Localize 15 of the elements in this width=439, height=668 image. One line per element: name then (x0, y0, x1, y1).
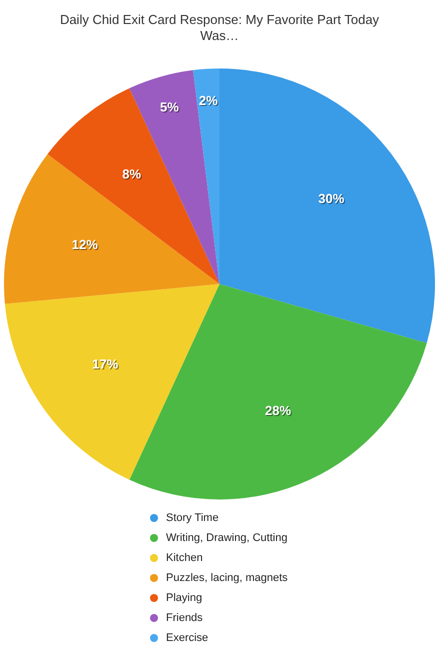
data-label: 28% (265, 402, 292, 418)
legend-label: Story Time (166, 512, 219, 524)
data-label: 5% (160, 100, 180, 116)
legend-label: Writing, Drawing, Cutting (166, 532, 288, 544)
legend-label: Puzzles, lacing, magnets (166, 572, 288, 584)
legend-label: Playing (166, 592, 202, 604)
legend-label: Exercise (166, 632, 208, 644)
data-label: 12% (72, 238, 100, 254)
chart-title: Daily Chid Exit Card Response: My Favorite Part Today Was… (60, 12, 380, 44)
legend-label: Friends (166, 612, 203, 624)
data-label: 8% (123, 167, 143, 182)
data-label: 2% (198, 92, 218, 108)
data-label: 30% (319, 192, 346, 208)
data-label: 17% (93, 358, 120, 373)
legend-label: Kitchen (166, 552, 203, 564)
